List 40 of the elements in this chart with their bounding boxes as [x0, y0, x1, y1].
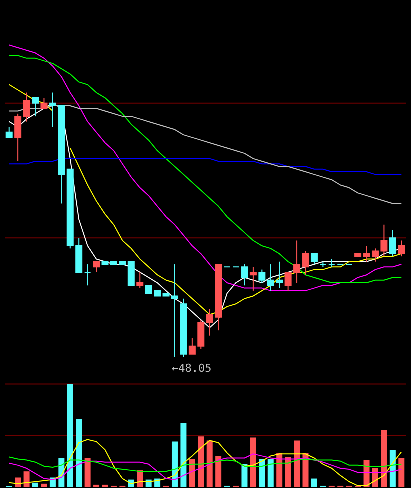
candlestick: [302, 250, 310, 276]
bar: [285, 457, 292, 487]
candlestick: [84, 264, 92, 286]
candlestick: [241, 264, 248, 286]
candlestick: [128, 261, 135, 286]
bar: [311, 478, 318, 487]
bar: [381, 430, 388, 487]
bar: [250, 438, 256, 487]
bar: [206, 440, 213, 487]
candlestick: [23, 92, 30, 122]
bar: [259, 459, 266, 487]
bar: [24, 472, 30, 487]
candlestick: [398, 240, 406, 258]
bar: [41, 484, 48, 487]
bar: [32, 482, 39, 487]
bar: [302, 453, 309, 487]
candlestick: [136, 272, 144, 289]
bar: [172, 442, 178, 487]
bar: [268, 459, 274, 487]
bar: [242, 464, 248, 487]
bar: [76, 419, 82, 487]
candlestick: [40, 98, 48, 110]
bar: [216, 456, 222, 487]
candlestick: [310, 253, 318, 266]
bar: [390, 450, 396, 487]
candlestick: [93, 261, 100, 273]
candlestick: [389, 230, 396, 258]
bar: [294, 440, 300, 487]
bar: [84, 458, 91, 487]
bar: [180, 423, 187, 487]
bar: [398, 458, 405, 487]
candlestick: [250, 266, 257, 292]
bar: [198, 436, 204, 487]
candlestick: [14, 113, 22, 162]
candlestick: [258, 269, 266, 284]
bar: [67, 384, 74, 487]
text: ←48.05: [172, 362, 212, 375]
candlestick: [6, 126, 13, 138]
candlestick: [32, 98, 40, 118]
bar: [189, 459, 196, 487]
